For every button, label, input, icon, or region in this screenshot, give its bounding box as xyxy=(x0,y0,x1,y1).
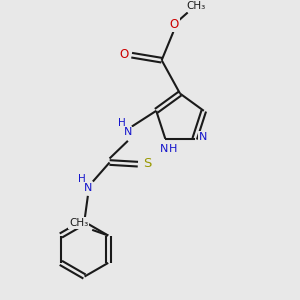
Text: O: O xyxy=(169,18,178,31)
Text: O: O xyxy=(120,48,129,61)
Text: N: N xyxy=(124,128,132,137)
Text: CH₃: CH₃ xyxy=(69,218,88,228)
Text: H: H xyxy=(78,174,86,184)
Text: N: N xyxy=(84,182,92,193)
Text: CH₃: CH₃ xyxy=(186,1,205,11)
Text: H: H xyxy=(169,144,177,154)
Text: N: N xyxy=(199,132,207,142)
Text: H: H xyxy=(118,118,126,128)
Text: S: S xyxy=(143,157,152,170)
Text: N: N xyxy=(160,144,168,154)
